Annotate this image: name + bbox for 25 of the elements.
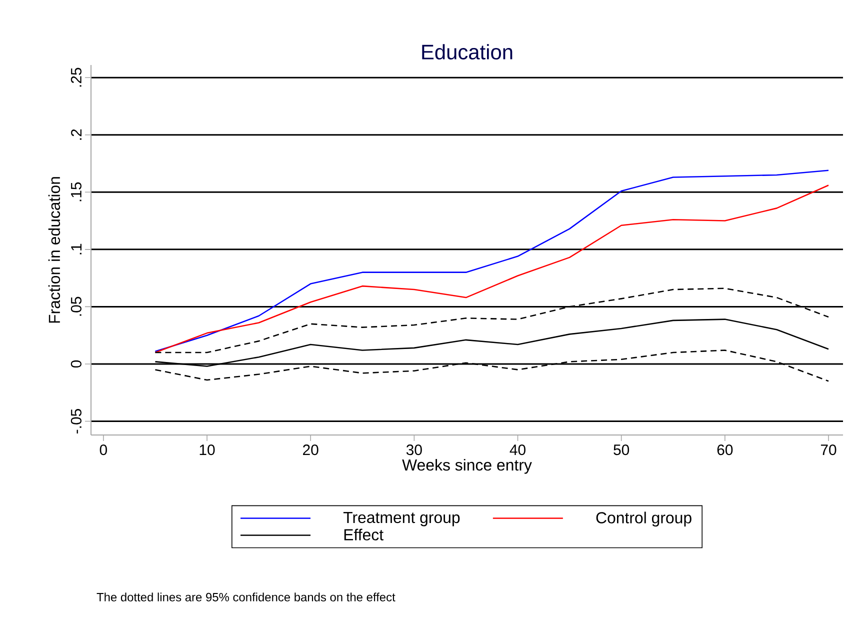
line-series bbox=[154, 350, 830, 382]
legend-label: Treatment group bbox=[343, 512, 460, 526]
x-tick-label: 70 bbox=[820, 444, 836, 456]
x-tick-label: 20 bbox=[303, 444, 318, 456]
y-tick-label: 0 bbox=[70, 360, 82, 368]
y-tick-label: .2 bbox=[71, 129, 82, 140]
y-tick-label: .1 bbox=[71, 244, 82, 254]
line-series bbox=[154, 318, 830, 367]
y-tick-label: -.05 bbox=[70, 409, 82, 434]
x-tick-label: 30 bbox=[406, 444, 422, 456]
y-tick-label: .05 bbox=[70, 296, 82, 316]
chart-title: Education bbox=[422, 44, 512, 60]
x-tick-label: 10 bbox=[200, 444, 215, 456]
x-tick-label: 60 bbox=[717, 444, 733, 456]
y-axis-title: Fraction in education bbox=[48, 177, 60, 323]
x-tick-label: 40 bbox=[510, 444, 526, 456]
legend-label: Control group bbox=[596, 512, 692, 527]
x-tick-label: 0 bbox=[100, 444, 107, 456]
legend-label: Effect bbox=[344, 528, 384, 540]
y-tick-label: .25 bbox=[70, 68, 82, 87]
x-tick-label: 50 bbox=[614, 444, 630, 456]
x-axis-title: Weeks since entry bbox=[402, 458, 532, 474]
text: The dotted lines are 95% confidence bands on the effect bbox=[96, 592, 396, 602]
line-series bbox=[154, 288, 830, 354]
y-tick-label: .15 bbox=[71, 182, 82, 202]
